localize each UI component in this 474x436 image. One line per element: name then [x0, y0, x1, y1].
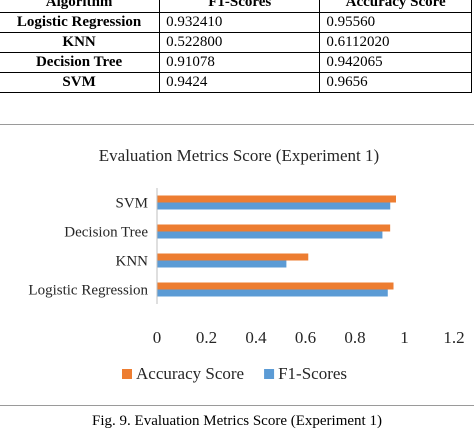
- cell-accuracy: 0.9656: [319, 72, 472, 93]
- bar-accuracy-score-logistic-regression: [157, 282, 394, 290]
- bar-accuracy-score-decision-tree: [157, 224, 391, 232]
- category-label-knn: KNN: [116, 254, 149, 270]
- bar-accuracy-score-svm: [157, 195, 396, 203]
- legend-swatch-accuracy-score: [122, 369, 132, 379]
- cell-algorithm: KNN: [0, 32, 161, 53]
- bar-f1-scores-svm: [157, 202, 391, 210]
- bar-accuracy-score-knn: [157, 253, 309, 261]
- legend-label-accuracy-score: Accuracy Score: [136, 364, 244, 383]
- bar-f1-scores-knn: [157, 260, 287, 268]
- cell-accuracy: 0.95560: [319, 12, 472, 33]
- chart-title: Evaluation Metrics Score (Experiment 1): [99, 146, 379, 165]
- chart-frame: Evaluation Metrics Score (Experiment 1) L…: [0, 124, 474, 406]
- legend-label-f1-scores: F1-Scores: [278, 364, 347, 383]
- x-tick-label: 0.2: [196, 328, 217, 347]
- x-tick-label: 1: [400, 328, 409, 347]
- legend-swatch-f1-scores: [264, 369, 275, 379]
- category-label-svm: SVM: [115, 196, 148, 212]
- table-row: KNN 0.522800 0.6112020: [0, 32, 472, 53]
- results-table: Algorithm F1-Scores Accuracy Score Logis…: [0, 0, 472, 93]
- category-label-decision-tree: Decision Tree: [64, 225, 148, 241]
- cell-accuracy: 0.6112020: [319, 32, 472, 53]
- x-tick-label: 0.4: [245, 328, 267, 347]
- table-header-row: Algorithm F1-Scores Accuracy Score: [0, 0, 472, 13]
- x-tick-label: 0: [153, 328, 162, 347]
- header-algorithm: Algorithm: [0, 0, 161, 13]
- cell-f1: 0.932410: [159, 12, 321, 33]
- table-row: Logistic Regression 0.932410 0.95560: [0, 12, 472, 33]
- cell-accuracy: 0.942065: [319, 52, 472, 73]
- header-f1-scores: F1-Scores: [159, 0, 321, 13]
- x-tick-label: 1.2: [443, 328, 464, 347]
- x-tick-label: 0.8: [344, 328, 365, 347]
- bar-f1-scores-logistic-regression: [157, 289, 388, 297]
- cell-algorithm: Decision Tree: [0, 52, 161, 73]
- cell-f1: 0.522800: [159, 32, 321, 53]
- cell-f1: 0.9424: [159, 72, 321, 93]
- cell-algorithm: Logistic Regression: [0, 12, 161, 33]
- header-accuracy-score: Accuracy Score: [319, 0, 472, 13]
- cell-f1: 0.91078: [159, 52, 321, 73]
- x-tick-label: 0.6: [295, 328, 316, 347]
- cell-algorithm: SVM: [0, 72, 161, 93]
- bar-f1-scores-decision-tree: [157, 231, 383, 239]
- table-row: SVM 0.9424 0.9656: [0, 72, 472, 93]
- category-label-logistic-regression: Logistic Regression: [28, 283, 148, 299]
- chart-canvas: Evaluation Metrics Score (Experiment 1) L…: [28, 146, 464, 383]
- figure-caption: Fig. 9. Evaluation Metrics Score (Experi…: [92, 413, 382, 429]
- table-row: Decision Tree 0.91078 0.942065: [0, 52, 472, 73]
